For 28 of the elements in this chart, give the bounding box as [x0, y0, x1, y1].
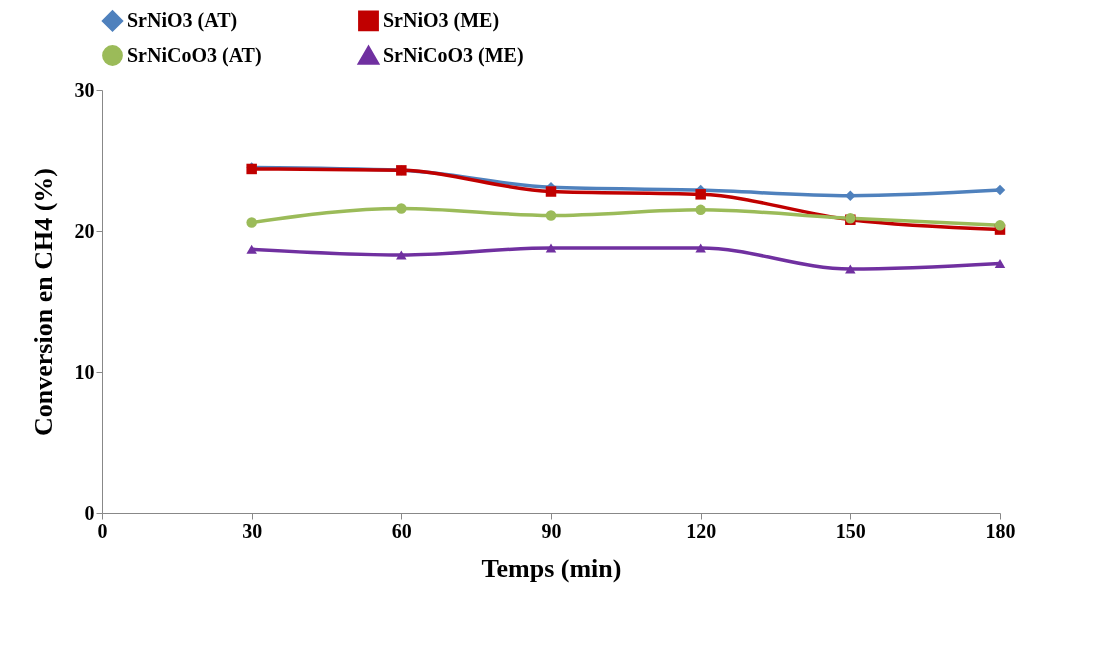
- y-tick-label: 30: [74, 78, 95, 101]
- y-tick-label: 0: [84, 501, 95, 524]
- x-axis-title: Temps (min): [481, 553, 622, 583]
- point: [396, 203, 407, 214]
- x-tick-label: 90: [541, 519, 562, 542]
- point: [545, 243, 557, 253]
- x-tick-label: 120: [686, 519, 717, 542]
- legend-label: SrNiO3 (AT): [127, 8, 238, 32]
- legend-label: SrNiO3 (ME): [383, 8, 500, 32]
- point: [994, 220, 1006, 231]
- point: [396, 250, 407, 260]
- y-axis-title: Conversion en CH4 (%): [28, 168, 58, 436]
- point: [695, 204, 706, 216]
- point: [246, 217, 257, 228]
- x-tick-label: 180: [985, 519, 1016, 542]
- x-tick-label: 30: [242, 519, 263, 542]
- y-tick-label: 20: [74, 219, 95, 242]
- legend-label: SrNiCoO3 (ME): [383, 43, 524, 67]
- point: [845, 264, 856, 274]
- point: [994, 258, 1006, 268]
- point: [545, 210, 557, 221]
- x-tick-label: 150: [835, 519, 866, 542]
- point: [246, 244, 257, 254]
- x-tick-label: 60: [391, 519, 412, 542]
- point: [695, 189, 706, 200]
- point: [545, 186, 557, 197]
- y-tick-label: 10: [74, 360, 95, 383]
- legend-label: SrNiCoO3 (AT): [127, 43, 262, 67]
